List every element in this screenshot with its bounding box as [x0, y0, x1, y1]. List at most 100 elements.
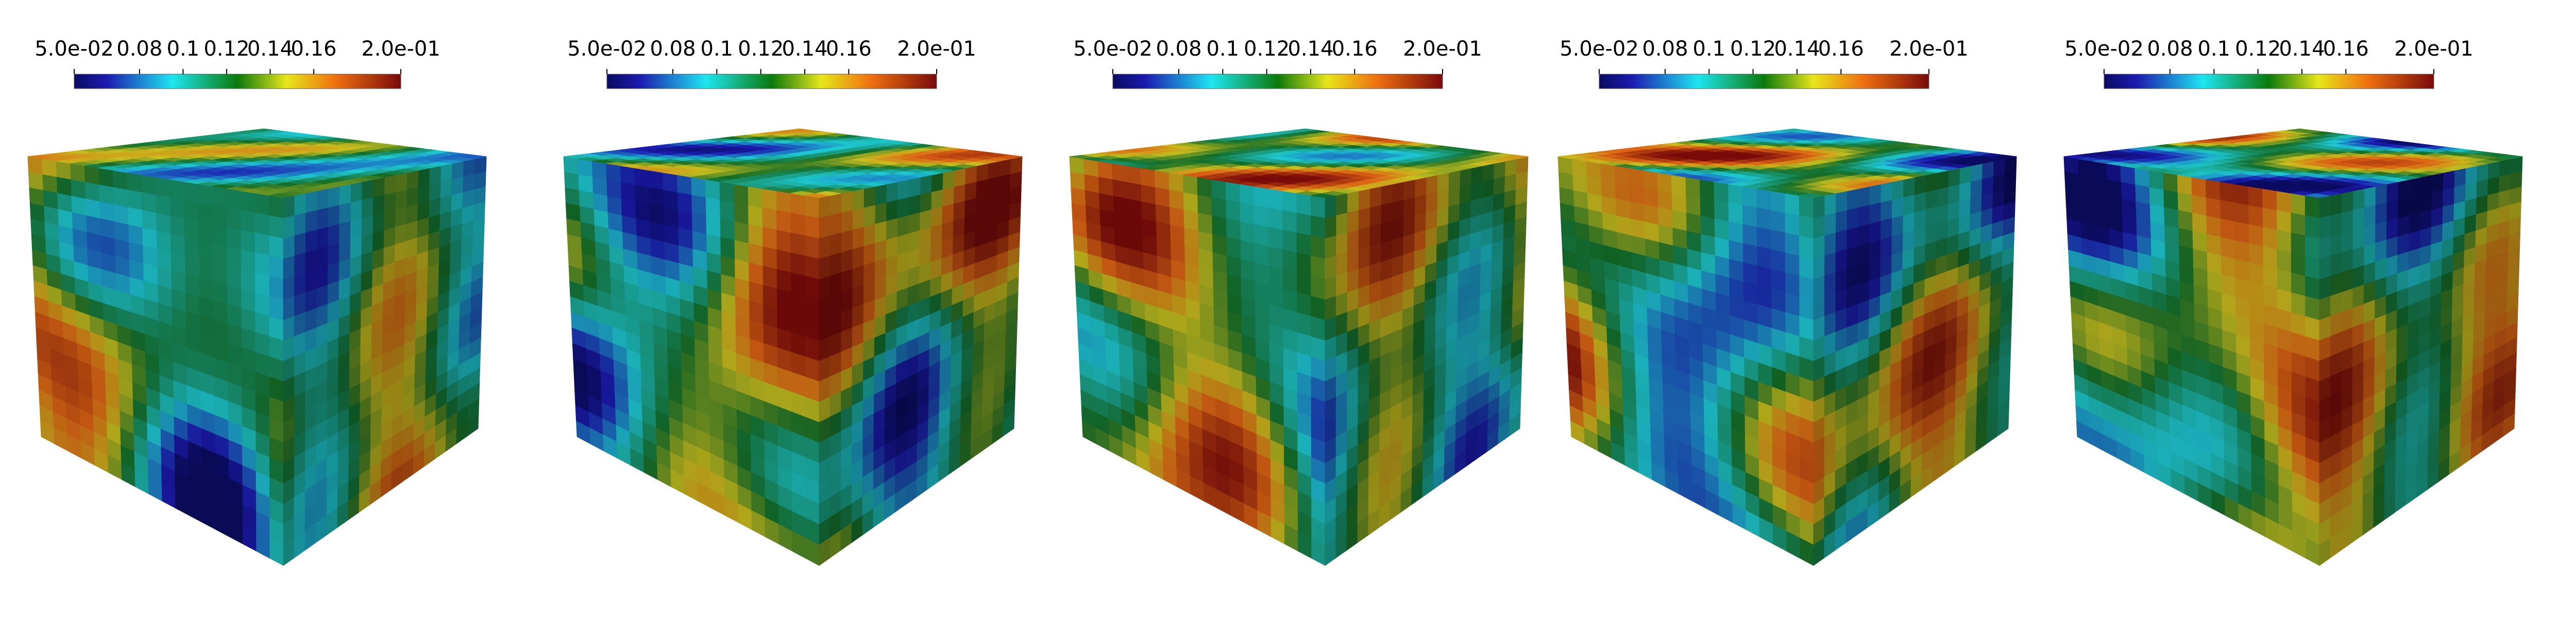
cube-cell — [1813, 235, 1825, 260]
cube-cell — [875, 221, 887, 244]
cube-cell — [2341, 229, 2353, 253]
cube-cell — [1728, 221, 1743, 244]
cube-cell — [362, 197, 374, 219]
cube-cell — [1629, 184, 1645, 205]
cube-cell — [2398, 179, 2410, 201]
cube-cell — [1813, 276, 1825, 301]
colorbar-tick-label: 0.16 — [291, 37, 336, 61]
cube-cell — [2277, 269, 2292, 293]
colorbar-tick-label: 5.0e-02 — [1560, 37, 1639, 61]
cube-cell — [592, 177, 608, 197]
cube-cell — [2510, 156, 2523, 175]
colorbar-tick-label: 0.12 — [738, 37, 784, 61]
cube-cell — [805, 296, 820, 321]
cube-cell — [1392, 181, 1404, 203]
cube-cell — [1297, 272, 1312, 297]
cube-cell — [305, 229, 317, 253]
cube-cell — [2234, 240, 2250, 263]
cube-face — [2063, 156, 2320, 566]
cube-cell — [339, 202, 351, 225]
cube-cell — [113, 204, 129, 226]
cube-cell — [863, 204, 876, 228]
cube-cell — [384, 174, 397, 196]
cube-cell — [691, 195, 707, 216]
cube-cell — [1858, 204, 1870, 228]
cube-cell — [819, 255, 831, 280]
cube-cell — [578, 174, 594, 194]
cube-cell — [1240, 221, 1255, 244]
cube-cell — [720, 218, 735, 241]
cube-cell — [1325, 276, 1337, 301]
cube-cell — [1813, 215, 1825, 239]
cube-cell — [1700, 215, 1716, 238]
cube-cell — [306, 191, 318, 214]
cube-cell — [1728, 240, 1744, 263]
cube-cell — [372, 212, 385, 234]
cube-cell — [819, 235, 831, 260]
cube-cell — [1799, 296, 1814, 321]
cube-cell — [429, 181, 442, 202]
cube-cell — [2191, 177, 2207, 198]
cube-cell — [875, 183, 887, 206]
cube-cell — [56, 177, 72, 197]
cube-cell — [942, 186, 955, 208]
cube-cell — [2063, 156, 2079, 175]
cube-cell — [241, 249, 256, 273]
cube-cell — [1925, 189, 1938, 211]
cube-cell — [1336, 272, 1348, 297]
cube-cell — [1982, 161, 1994, 180]
cube-cell — [1268, 188, 1283, 211]
colorbar-tick-label: 0.12 — [1730, 37, 1776, 61]
cube-cell — [841, 249, 853, 273]
cube-cell — [953, 184, 966, 204]
cube-cell — [863, 224, 876, 247]
cube-cell — [1369, 204, 1382, 228]
cube-cell — [338, 239, 351, 263]
cube-cell — [1426, 209, 1438, 231]
colorbar-tick-label: 2.0e-01 — [2394, 37, 2473, 61]
cube-cell — [350, 181, 363, 203]
colorbar-tick-label: 0.14 — [782, 37, 827, 61]
cube-cell — [1414, 194, 1427, 216]
cube-cell — [1482, 179, 1495, 199]
cube-cell — [762, 246, 777, 270]
cube-cell — [384, 192, 396, 213]
cube-cell — [1657, 172, 1672, 193]
cube-cell — [1686, 195, 1701, 216]
cube-cell — [1629, 167, 1644, 188]
cube-cell — [2134, 167, 2150, 188]
cube-cell — [1671, 174, 1687, 196]
cube-cell — [212, 243, 228, 267]
cube-cell — [1403, 215, 1415, 237]
cube-cell — [1614, 165, 1630, 185]
cube-cell — [2397, 215, 2410, 237]
cube-cell — [2248, 243, 2264, 267]
cube-cell — [2263, 246, 2278, 270]
cube-cell — [2386, 199, 2399, 222]
cube-cell — [328, 186, 340, 209]
cube-cell — [1282, 249, 1298, 273]
cube-cell — [1771, 249, 1786, 273]
colorbar-tick-label: 0.1 — [2198, 37, 2231, 61]
colorbar — [1599, 74, 1929, 89]
cube-cell — [805, 235, 820, 260]
cube-cell — [255, 213, 270, 236]
cube-cell — [2330, 252, 2342, 277]
panel: 5.0e-02 0.08 0.1 0.120.140.16 2.0e-01 — [1557, 37, 2017, 566]
cube-cell — [1084, 174, 1100, 194]
cube-cell — [2319, 276, 2331, 301]
cube-cell — [1643, 204, 1659, 226]
cube-cell — [350, 236, 362, 259]
cube-cell — [998, 158, 1011, 178]
cube-cell — [706, 215, 721, 238]
cube-cell — [1140, 167, 1156, 188]
cube-cell — [2341, 268, 2353, 293]
cube-cell — [2319, 215, 2331, 239]
cube-cell — [1268, 246, 1283, 270]
cube-cell — [853, 188, 865, 211]
colorbar-tick-label: 0.08 — [650, 37, 696, 61]
cube-cell — [705, 179, 721, 201]
colorbar-tick-label: 0.08 — [2147, 37, 2193, 61]
cube-cell — [790, 232, 806, 256]
cube-cell — [2375, 183, 2387, 206]
